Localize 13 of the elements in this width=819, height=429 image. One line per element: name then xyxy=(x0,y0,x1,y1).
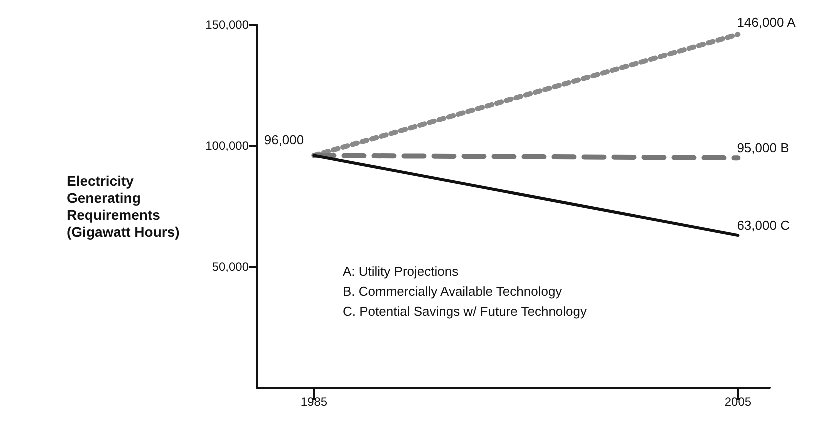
data-label: 96,000 xyxy=(264,132,304,148)
annotation: C. Potential Savings w/ Future Technology xyxy=(343,304,588,319)
y-tick-label: 50,000 xyxy=(212,260,250,274)
data-label: 63,000 C xyxy=(737,218,790,234)
x-tick-label: 1985 xyxy=(300,395,328,409)
annotation: A: Utility Projections xyxy=(343,264,460,279)
data-label: 146,000 A xyxy=(737,15,796,30)
annotation: B. Commercially Available Technology xyxy=(343,284,563,299)
y-axis-title: Electricity Generating Requirements (Gigawatt Hours) xyxy=(67,173,180,240)
y-tick-label: 100,000 xyxy=(206,139,250,153)
x-tick-label: 2005 xyxy=(724,395,752,409)
data-label: 95,000 B xyxy=(737,140,790,156)
y-tick-label: 150,000 xyxy=(206,18,250,32)
